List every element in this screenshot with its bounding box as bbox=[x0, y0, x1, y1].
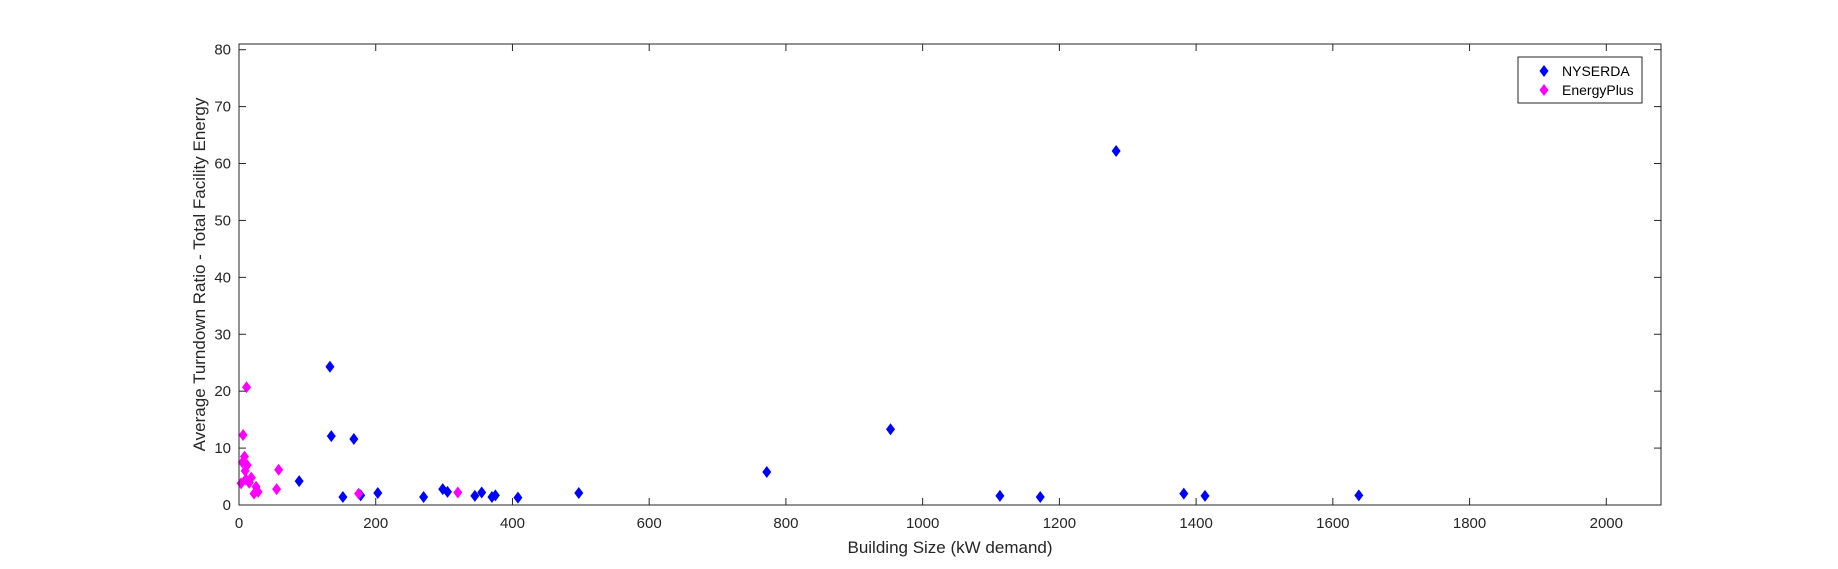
y-tick-label: 60 bbox=[214, 156, 231, 173]
series-energyplus bbox=[236, 381, 463, 500]
data-point bbox=[238, 428, 248, 441]
data-point bbox=[1179, 487, 1189, 500]
y-tick-label: 50 bbox=[214, 212, 231, 229]
data-point bbox=[1035, 491, 1045, 504]
x-tick-label: 800 bbox=[773, 515, 798, 532]
y-tick-label: 20 bbox=[214, 383, 231, 400]
legend-entry-label: EnergyPlus bbox=[1562, 82, 1634, 98]
legend-entry-label: NYSERDA bbox=[1562, 63, 1630, 79]
data-point bbox=[574, 487, 584, 500]
data-point bbox=[294, 475, 304, 488]
legend: NYSERDA EnergyPlus bbox=[1517, 56, 1643, 104]
data-point bbox=[354, 487, 364, 500]
x-tick-label: 1800 bbox=[1453, 515, 1486, 532]
data-point bbox=[513, 491, 523, 504]
data-point bbox=[762, 465, 772, 478]
data-point bbox=[470, 489, 480, 502]
x-tick-label: 400 bbox=[500, 515, 525, 532]
data-point bbox=[325, 360, 335, 373]
x-axis-label: Building Size (kW demand) bbox=[847, 538, 1052, 557]
y-tick-label: 80 bbox=[214, 42, 231, 59]
data-point bbox=[239, 450, 249, 463]
x-tick-label: 1400 bbox=[1179, 515, 1212, 532]
data-point bbox=[373, 487, 383, 500]
data-point bbox=[1200, 489, 1210, 502]
data-point bbox=[1111, 144, 1121, 157]
data-marks bbox=[236, 144, 1364, 504]
x-tick-label: 1000 bbox=[906, 515, 939, 532]
y-tick-label: 40 bbox=[214, 269, 231, 286]
x-tick-label: 200 bbox=[363, 515, 388, 532]
x-tick-label: 2000 bbox=[1590, 515, 1623, 532]
data-point bbox=[253, 485, 263, 498]
legend-marker bbox=[1539, 65, 1549, 77]
y-axis-label: Average Turndown Ratio - Total Facility … bbox=[190, 97, 209, 451]
x-tick-label: 0 bbox=[235, 515, 243, 532]
data-point bbox=[272, 483, 282, 496]
x-tick-label: 600 bbox=[637, 515, 662, 532]
legend-marker bbox=[1539, 84, 1549, 96]
y-tick-label: 30 bbox=[214, 326, 231, 343]
data-point bbox=[1354, 489, 1364, 502]
data-point bbox=[477, 486, 487, 499]
data-point bbox=[419, 491, 429, 504]
axis-ticks: 0 200 400 600 800 1000 1200 1400 1600 1800 2000 0 10… bbox=[214, 42, 1661, 532]
data-point bbox=[453, 486, 463, 499]
data-point bbox=[490, 489, 500, 502]
data-point bbox=[349, 432, 359, 445]
data-point bbox=[242, 381, 252, 394]
data-point bbox=[274, 463, 284, 476]
data-point bbox=[246, 471, 256, 484]
y-tick-label: 70 bbox=[214, 99, 231, 116]
data-point bbox=[338, 491, 348, 504]
legend-box bbox=[1517, 56, 1643, 104]
plot-area-frame bbox=[238, 43, 1662, 506]
data-point bbox=[443, 485, 453, 498]
x-tick-label: 1200 bbox=[1043, 515, 1076, 532]
data-point bbox=[242, 459, 252, 472]
data-point bbox=[995, 489, 1005, 502]
data-point bbox=[886, 423, 896, 436]
y-tick-label: 10 bbox=[214, 440, 231, 457]
data-point bbox=[326, 430, 336, 443]
y-tick-label: 0 bbox=[223, 497, 231, 514]
x-tick-label: 1600 bbox=[1316, 515, 1349, 532]
